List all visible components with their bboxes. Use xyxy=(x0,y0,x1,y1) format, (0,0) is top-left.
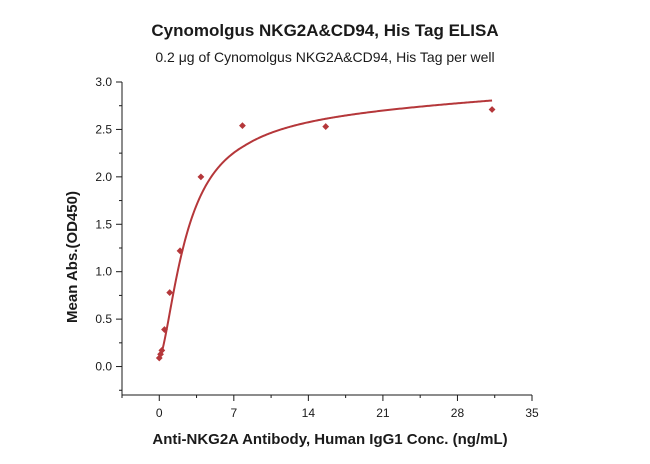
data-point xyxy=(239,122,246,130)
x-tick-label: 7 xyxy=(230,406,237,420)
x-tick-label: 14 xyxy=(302,406,316,420)
y-axis-label: Mean Abs.(OD450) xyxy=(64,191,81,323)
y-tick-label: 0.0 xyxy=(95,360,112,374)
y-tick-label: 2.0 xyxy=(95,170,112,184)
data-markers xyxy=(155,106,496,362)
x-tick-label: 35 xyxy=(525,406,539,420)
axes: 0.0 0.5 1.0 1.5 2.0 2.5 3.0 0 7 14 21 28 35 xyxy=(95,75,539,420)
y-ticks: 0.0 0.5 1.0 1.5 2.0 2.5 3.0 xyxy=(95,75,122,391)
data-point xyxy=(166,289,174,296)
x-tick-label: 0 xyxy=(156,406,163,420)
data-point xyxy=(322,123,330,130)
y-tick-label: 1.5 xyxy=(95,217,112,231)
x-tick-label: 28 xyxy=(451,406,465,420)
chart-title: Cynomolgus NKG2A&CD94, His Tag ELISA xyxy=(151,21,498,40)
x-axis-label: Anti-NKG2A Antibody, Human IgG1 Conc. (n… xyxy=(152,431,507,448)
data-point xyxy=(161,326,168,333)
data-point xyxy=(158,347,166,354)
y-tick-label: 1.0 xyxy=(95,265,112,279)
x-tick-label: 21 xyxy=(376,406,390,420)
y-tick-label: 3.0 xyxy=(95,75,112,89)
data-point xyxy=(488,106,496,113)
y-tick-label: 2.5 xyxy=(95,122,112,136)
data-point xyxy=(176,247,184,255)
data-point xyxy=(155,354,163,362)
fit-curve xyxy=(158,99,493,359)
y-tick-label: 0.5 xyxy=(95,312,112,326)
data-point xyxy=(197,173,205,181)
data-point xyxy=(157,350,164,358)
x-ticks: 0 7 14 21 28 35 xyxy=(121,395,539,420)
chart-subtitle: 0.2 μg of Cynomolgus NKG2A&CD94, His Tag… xyxy=(155,49,494,65)
plot-area xyxy=(155,99,496,362)
